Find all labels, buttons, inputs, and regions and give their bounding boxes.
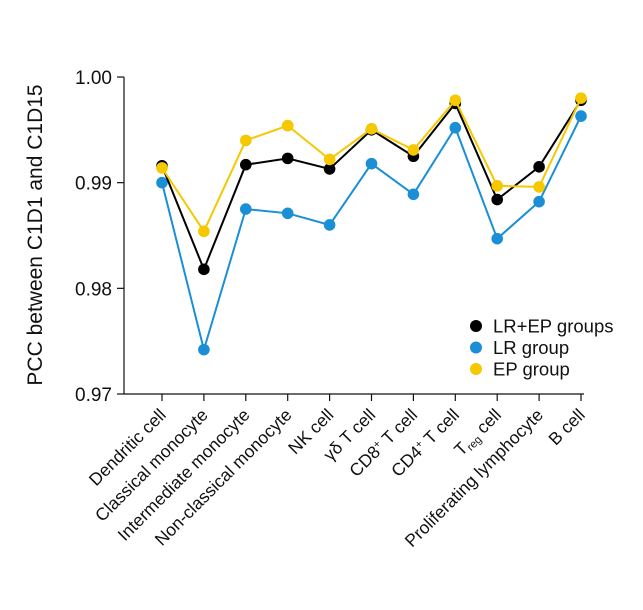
x-tick-label: B cell bbox=[544, 405, 588, 449]
data-point bbox=[449, 94, 462, 107]
legend-marker bbox=[470, 341, 482, 354]
legend-label: EP group bbox=[493, 359, 570, 380]
y-tick-label: 0.97 bbox=[75, 385, 112, 406]
data-point bbox=[407, 188, 420, 201]
data-point bbox=[323, 163, 336, 175]
y-tick-label: 1.00 bbox=[75, 68, 112, 89]
data-point bbox=[198, 343, 210, 356]
data-point bbox=[491, 180, 504, 192]
series-ep-group bbox=[156, 92, 587, 238]
data-point bbox=[323, 153, 336, 166]
data-point bbox=[323, 219, 336, 231]
data-point bbox=[491, 193, 504, 206]
data-point bbox=[240, 203, 252, 215]
data-point bbox=[240, 158, 252, 171]
y-tick-label: 0.99 bbox=[75, 174, 112, 195]
data-point bbox=[198, 225, 210, 238]
data-point bbox=[281, 152, 294, 165]
y-tick-labels: 0.97 0.98 0.99 1.00 bbox=[75, 68, 124, 406]
data-point bbox=[407, 144, 420, 156]
series-lr-group bbox=[156, 110, 587, 356]
legend-label: LR group bbox=[493, 337, 569, 358]
data-point bbox=[533, 195, 545, 208]
series-lines bbox=[156, 92, 587, 356]
data-point bbox=[533, 161, 545, 173]
data-point bbox=[365, 122, 378, 135]
data-point bbox=[198, 263, 210, 276]
data-point bbox=[491, 232, 504, 245]
data-point bbox=[156, 162, 168, 174]
data-point bbox=[365, 157, 378, 170]
legend-marker bbox=[470, 320, 482, 332]
data-point bbox=[240, 134, 252, 147]
data-point bbox=[449, 121, 462, 134]
series-lr-ep-groups bbox=[156, 94, 587, 276]
data-point bbox=[281, 207, 294, 220]
y-axis-title-group: PCC between C1D1 and C1D15 bbox=[24, 84, 47, 385]
data-point bbox=[533, 181, 545, 193]
data-point bbox=[281, 119, 294, 132]
data-point bbox=[575, 92, 587, 104]
data-point bbox=[575, 110, 587, 122]
legend-label: LR+EP groups bbox=[493, 316, 614, 337]
axes bbox=[123, 77, 584, 395]
data-point bbox=[156, 176, 168, 189]
legend-marker bbox=[470, 363, 482, 375]
y-tick-label: 0.98 bbox=[75, 279, 112, 300]
y-axis-title: PCC between C1D1 and C1D15 bbox=[24, 84, 47, 385]
